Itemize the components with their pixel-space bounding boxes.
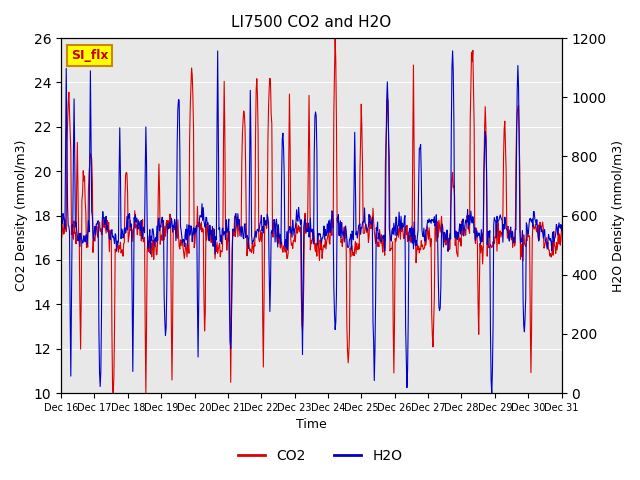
Text: SI_flx: SI_flx (71, 49, 109, 62)
X-axis label: Time: Time (296, 419, 326, 432)
Y-axis label: H2O Density (mmol/m3): H2O Density (mmol/m3) (612, 140, 625, 292)
Y-axis label: CO2 Density (mmol/m3): CO2 Density (mmol/m3) (15, 140, 28, 291)
Title: LI7500 CO2 and H2O: LI7500 CO2 and H2O (231, 15, 392, 30)
Legend: CO2, H2O: CO2, H2O (232, 443, 408, 468)
